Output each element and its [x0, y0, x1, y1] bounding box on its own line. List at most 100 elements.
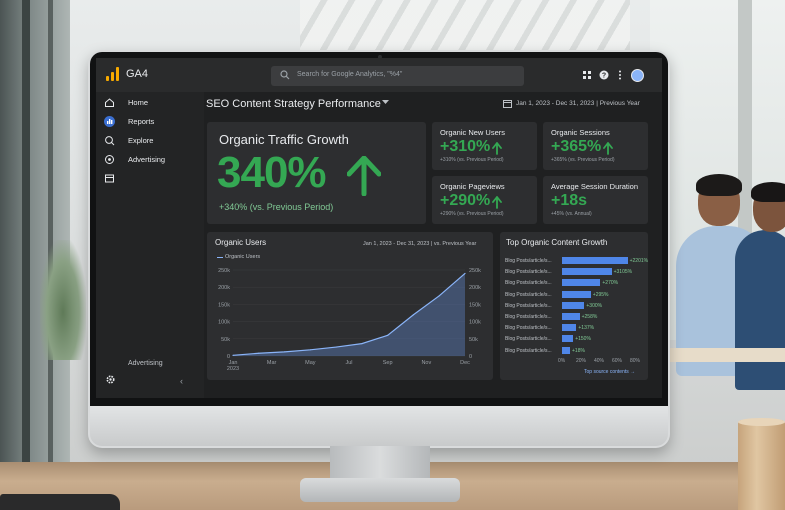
top-content-link[interactable]: Top source contents → — [584, 369, 636, 375]
sidebar-item-reports[interactable]: Reports — [96, 114, 204, 130]
sidebar-item-label: Advertising — [128, 155, 166, 164]
hero-comparison: +340% (vs. Previous Period) — [219, 202, 334, 212]
bar-category-label: Blog Posts/article/s... — [505, 302, 552, 309]
kpi-comparison: +365% (vs. Previous Period) — [551, 157, 615, 163]
hero-value: 340% — [217, 148, 327, 197]
bar[interactable] — [562, 313, 580, 320]
search-placeholder: Search for Google Analytics, "%4" — [297, 71, 403, 78]
gear-icon[interactable] — [105, 374, 116, 385]
date-range-selector[interactable]: Jan 1, 2023 - Dec 31, 2023 | Previous Ye… — [516, 100, 640, 107]
x-tick-label: Jul — [345, 360, 352, 366]
data-point — [309, 349, 311, 351]
sidebar-advertising-link[interactable]: Advertising — [128, 360, 163, 367]
analytics-logo-icon[interactable] — [106, 67, 120, 81]
bar[interactable] — [562, 279, 601, 287]
sidebar-item-configure[interactable] — [96, 171, 204, 187]
arrow-up-icon — [492, 142, 502, 155]
sidebar-item-home[interactable]: Home — [96, 95, 204, 111]
hero-title: Organic Traffic Growth — [219, 132, 349, 147]
bar[interactable] — [562, 268, 612, 276]
bar-value-label: +270% — [602, 280, 619, 287]
screen: GA4 Search for Google Analytics, "%4" ? — [96, 58, 662, 398]
kpi-card: Organic Sessions +365% +365% (vs. Previo… — [543, 122, 648, 170]
kpi-card: Organic Pageviews +290% +290% (vs. Previ… — [432, 176, 537, 224]
account-avatar[interactable] — [631, 69, 644, 82]
panel-title: Organic Users — [215, 238, 267, 247]
y-tick-label-right: 100k — [469, 320, 481, 326]
x-tick-label: 0% — [558, 358, 566, 364]
data-point — [464, 272, 466, 275]
sidebar-item-explore[interactable]: Explore — [96, 133, 204, 149]
window-frame — [48, 0, 53, 470]
bar[interactable] — [562, 346, 570, 354]
x-tick-label: Jan — [229, 360, 238, 366]
webcam — [378, 55, 382, 59]
more-vert-icon[interactable] — [615, 70, 625, 80]
panel-date-range[interactable]: Jan 1, 2023 - Dec 31, 2023 | vs. Previou… — [363, 241, 477, 247]
y-tick-label: 200k — [218, 285, 230, 291]
chevron-down-icon[interactable] — [382, 100, 389, 105]
kpi-card: Average Session Duration +18s +45% (vs. … — [543, 176, 648, 224]
apps-grid-icon[interactable] — [582, 70, 592, 80]
x-tick-label: 40% — [594, 358, 605, 364]
top-content-panel: Top Organic Content Growth Blog Posts/ar… — [500, 232, 648, 380]
bar-category-label: Blog Posts/article/s... — [505, 269, 552, 276]
sidebar-item-advertising[interactable]: Advertising — [96, 152, 204, 168]
bar[interactable] — [562, 290, 591, 298]
bar[interactable] — [562, 335, 574, 343]
bar-category-label: Blog Posts/article/s... — [505, 291, 552, 298]
collapse-sidebar-button[interactable]: ‹ — [180, 376, 183, 386]
x-tick-label: 2023 — [227, 366, 239, 372]
kpi-title: Organic New Users — [440, 128, 506, 137]
kpi-comparison: +310% (vs. Previous Period) — [440, 157, 504, 163]
y-tick-label-right: 150k — [469, 302, 481, 308]
page-title: SEO Content Strategy Performance — [206, 98, 381, 110]
arrow-up-icon — [492, 196, 502, 209]
help-icon[interactable]: ? — [599, 70, 609, 80]
x-tick-label: Nov — [421, 360, 431, 366]
background-plant — [40, 240, 86, 360]
app-top-bar: GA4 Search for Google Analytics, "%4" ? — [96, 58, 662, 92]
data-point — [438, 295, 440, 297]
bar-category-label: Blog Posts/article/s... — [505, 336, 552, 343]
data-point — [283, 351, 286, 353]
x-tick-label: May — [305, 360, 316, 366]
data-point — [361, 343, 363, 345]
series-line — [232, 272, 466, 356]
x-tick-label: Mar — [267, 360, 277, 366]
kpi-comparison: +290% (vs. Previous Period) — [440, 211, 504, 217]
arrow-up-icon — [347, 156, 381, 196]
bar-value-label: +18% — [572, 347, 585, 354]
kpi-value: +310% — [440, 138, 491, 155]
y-tick-label: 50k — [221, 337, 230, 343]
y-tick-label: 150k — [218, 302, 230, 308]
top-content-chart: Blog Posts/article/s... +2201% Blog Posts/… — [500, 232, 648, 380]
explore-icon — [105, 136, 115, 146]
home-icon — [105, 98, 114, 107]
data-point — [232, 354, 234, 356]
calendar-icon — [503, 100, 512, 108]
bar-value-label: +2201% — [629, 258, 649, 264]
bar[interactable] — [562, 257, 628, 264]
bar[interactable] — [562, 301, 585, 309]
keyboard — [0, 494, 120, 510]
coffee-mug — [738, 420, 785, 510]
search-input[interactable]: Search for Google Analytics, "%4" — [271, 66, 524, 86]
x-tick-label: 60% — [612, 358, 623, 364]
configure-icon — [105, 174, 114, 183]
sidebar-item-label: Home — [128, 98, 149, 107]
bar-category-label: Blog Posts/article/s... — [505, 280, 552, 287]
monitor-chin — [90, 406, 668, 446]
search-icon — [280, 70, 290, 80]
bar-value-label: +300% — [586, 302, 603, 309]
svg-text:?: ? — [602, 73, 606, 80]
x-tick-label: 20% — [576, 358, 587, 364]
y-tick-label-right: 250k — [469, 268, 481, 274]
y-tick-label: 100k — [218, 320, 230, 326]
organic-traffic-growth-card: Organic Traffic Growth 340% +340% (vs. P… — [207, 122, 426, 224]
bar[interactable] — [562, 324, 577, 332]
coffee-mug-rim — [738, 418, 785, 426]
y-tick-label-right: 200k — [469, 285, 481, 291]
kpi-title: Organic Pageviews — [440, 182, 505, 191]
y-tick-label-right: 0 — [469, 354, 472, 360]
